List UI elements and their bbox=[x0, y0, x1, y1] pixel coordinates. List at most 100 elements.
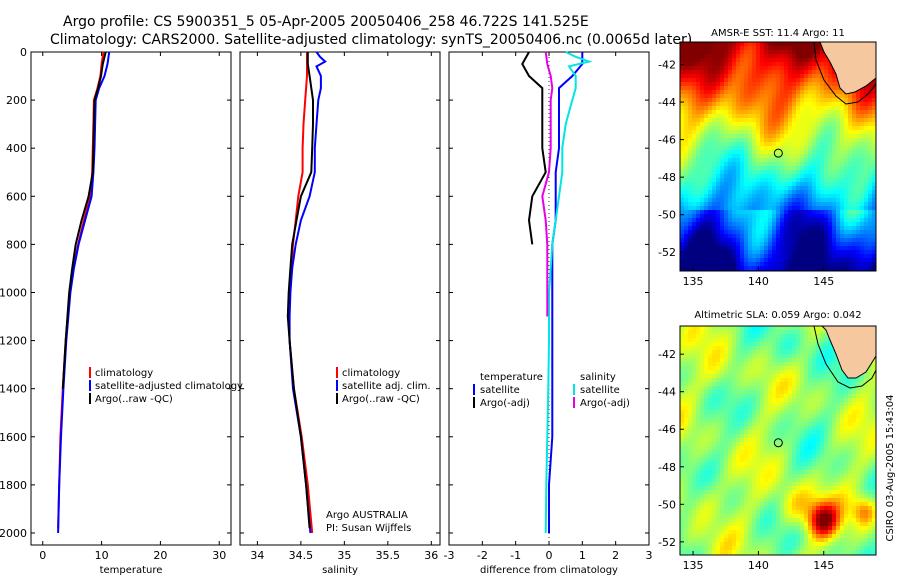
heatmap-cell bbox=[712, 378, 716, 382]
heatmap-cell bbox=[776, 102, 780, 106]
heatmap-cell bbox=[704, 222, 708, 226]
heatmap-cell bbox=[836, 362, 840, 366]
heatmap-cell bbox=[840, 102, 844, 106]
heatmap-cell bbox=[852, 102, 856, 106]
heatmap-cell bbox=[728, 374, 732, 378]
heatmap-cell bbox=[864, 458, 868, 462]
heatmap-cell bbox=[824, 122, 828, 126]
heatmap-cell bbox=[804, 46, 808, 50]
heatmap-cell bbox=[844, 406, 848, 410]
heatmap-cell bbox=[784, 262, 788, 266]
heatmap-cell bbox=[760, 74, 764, 78]
heatmap-cell bbox=[856, 442, 860, 446]
heatmap-cell bbox=[724, 114, 728, 118]
heatmap-cell bbox=[836, 186, 840, 190]
heatmap-cell bbox=[768, 362, 772, 366]
heatmap-cell bbox=[720, 254, 724, 258]
heatmap-cell bbox=[820, 354, 824, 358]
heatmap-cell bbox=[784, 342, 788, 346]
heatmap-cell bbox=[840, 474, 844, 478]
heatmap-cell bbox=[820, 326, 824, 330]
heatmap-cell bbox=[816, 54, 820, 58]
heatmap-cell bbox=[748, 98, 752, 102]
heatmap-cell bbox=[812, 382, 816, 386]
heatmap-cell bbox=[756, 342, 760, 346]
heatmap-cell bbox=[776, 418, 780, 422]
heatmap-cell bbox=[852, 430, 856, 434]
heatmap-cell bbox=[720, 362, 724, 366]
heatmap-cell bbox=[860, 414, 864, 418]
heatmap-cell bbox=[828, 82, 832, 86]
heatmap-cell bbox=[860, 394, 864, 398]
heatmap-cell bbox=[696, 142, 700, 146]
heatmap-cell bbox=[764, 390, 768, 394]
heatmap-cell bbox=[852, 186, 856, 190]
heatmap-cell bbox=[864, 114, 868, 118]
heatmap-cell bbox=[804, 178, 808, 182]
heatmap-cell bbox=[684, 450, 688, 454]
heatmap-cell bbox=[836, 246, 840, 250]
heatmap-cell bbox=[772, 378, 776, 382]
heatmap-cell bbox=[820, 50, 824, 54]
heatmap-cell bbox=[756, 42, 760, 46]
heatmap-cell bbox=[848, 182, 852, 186]
heatmap-cell bbox=[840, 170, 844, 174]
heatmap-cell bbox=[704, 62, 708, 66]
heatmap-cell bbox=[764, 246, 768, 250]
heatmap-cell bbox=[724, 178, 728, 182]
heatmap-cell bbox=[736, 146, 740, 150]
heatmap-cell bbox=[780, 454, 784, 458]
heatmap-cell bbox=[732, 326, 736, 330]
heatmap-cell bbox=[796, 266, 800, 270]
heatmap-cell bbox=[804, 62, 808, 66]
heatmap-cell bbox=[700, 242, 704, 246]
heatmap-cell bbox=[792, 50, 796, 54]
heatmap-cell bbox=[732, 422, 736, 426]
heatmap-cell bbox=[704, 410, 708, 414]
heatmap-cell bbox=[744, 434, 748, 438]
heatmap-cell bbox=[796, 418, 800, 422]
heatmap-cell bbox=[728, 378, 732, 382]
heatmap-cell bbox=[740, 66, 744, 70]
heatmap-cell bbox=[760, 258, 764, 262]
heatmap-cell bbox=[688, 350, 692, 354]
heatmap-cell bbox=[860, 202, 864, 206]
heatmap-cell bbox=[736, 402, 740, 406]
heatmap-cell bbox=[708, 410, 712, 414]
heatmap-cell bbox=[708, 222, 712, 226]
heatmap-cell bbox=[692, 438, 696, 442]
heatmap-cell bbox=[744, 354, 748, 358]
heatmap-cell bbox=[792, 418, 796, 422]
heatmap-cell bbox=[868, 210, 872, 214]
heatmap-cell bbox=[776, 390, 780, 394]
heatmap-cell bbox=[780, 222, 784, 226]
heatmap-cell bbox=[732, 474, 736, 478]
heatmap-cell bbox=[868, 234, 872, 238]
heatmap-cell bbox=[708, 226, 712, 230]
heatmap-cell bbox=[772, 134, 776, 138]
heatmap-cell bbox=[744, 398, 748, 402]
heatmap-cell bbox=[696, 350, 700, 354]
heatmap-cell bbox=[728, 94, 732, 98]
heatmap-cell bbox=[688, 434, 692, 438]
heatmap-cell bbox=[708, 122, 712, 126]
heatmap-cell bbox=[772, 178, 776, 182]
heatmap-cell bbox=[832, 206, 836, 210]
heatmap-cell bbox=[800, 390, 804, 394]
heatmap-cell bbox=[836, 446, 840, 450]
heatmap-cell bbox=[752, 78, 756, 82]
heatmap-cell bbox=[740, 454, 744, 458]
series-line bbox=[521, 51, 547, 245]
heatmap-cell bbox=[820, 454, 824, 458]
heatmap-cell bbox=[812, 186, 816, 190]
heatmap-cell bbox=[796, 382, 800, 386]
heatmap-cell bbox=[772, 142, 776, 146]
heatmap-cell bbox=[748, 390, 752, 394]
heatmap-cell bbox=[728, 418, 732, 422]
heatmap-cell bbox=[760, 346, 764, 350]
heatmap-cell bbox=[724, 138, 728, 142]
heatmap-cell bbox=[772, 414, 776, 418]
heatmap-cell bbox=[840, 214, 844, 218]
heatmap-cell bbox=[748, 86, 752, 90]
heatmap-cell bbox=[688, 118, 692, 122]
